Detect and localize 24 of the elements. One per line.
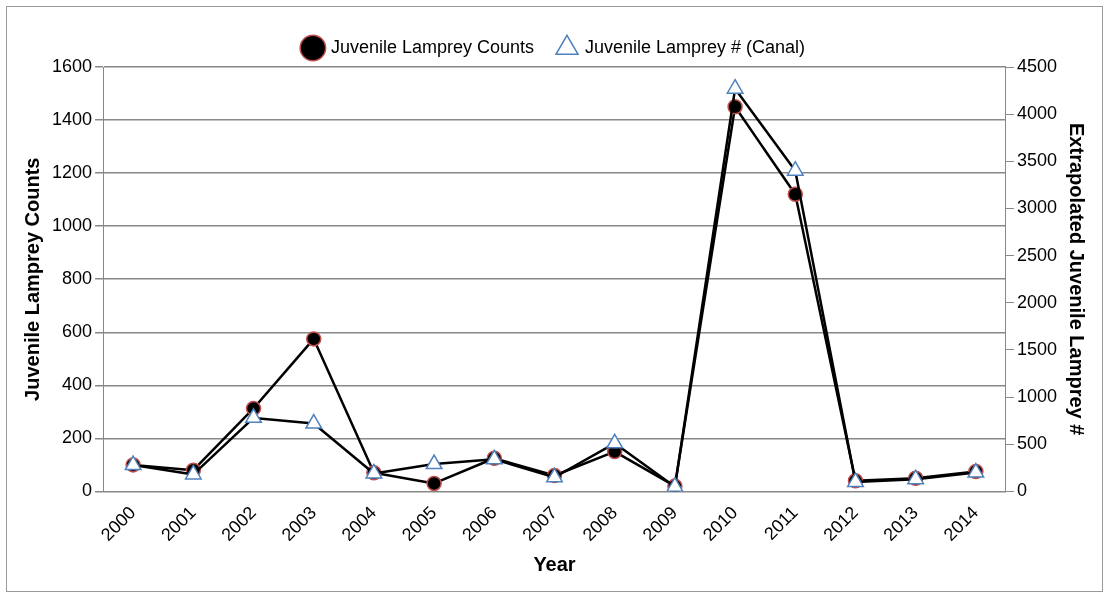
y-tick-label: 200 [62,427,93,448]
legend-label: Juvenile Lamprey Counts [330,36,534,57]
y2-tick-label: 500 [1016,433,1047,454]
y2-tick-label: 3500 [1016,150,1057,171]
x-axis-title: Year [533,552,576,575]
y-tick-label: 1200 [52,162,93,183]
y2-axis-title: Extrapolated Juvenile Lamprey # [1066,123,1089,436]
y2-tick-label: 4000 [1016,103,1057,124]
y-tick-label: 800 [62,268,93,289]
y2-tick-label: 2500 [1016,244,1057,265]
y-tick-label: 600 [62,321,93,342]
y2-tick-label: 2000 [1016,291,1057,312]
y2-tick-label: 4500 [1016,55,1057,76]
legend-label: Juvenile Lamprey # (Canal) [585,36,806,57]
y-tick-label: 0 [82,480,93,501]
y-axis-title: Juvenile Lamprey Counts [20,157,43,401]
y-tick-label: 1600 [52,55,93,76]
y2-tick-label: 1000 [1016,386,1057,407]
y2-tick-label: 0 [1016,480,1027,501]
y2-tick-label: 1500 [1016,338,1057,359]
y-tick-label: 400 [62,374,93,395]
y2-tick-label: 3000 [1016,197,1057,218]
y-tick-label: 1000 [52,215,93,236]
y-tick-label: 1400 [52,109,93,130]
